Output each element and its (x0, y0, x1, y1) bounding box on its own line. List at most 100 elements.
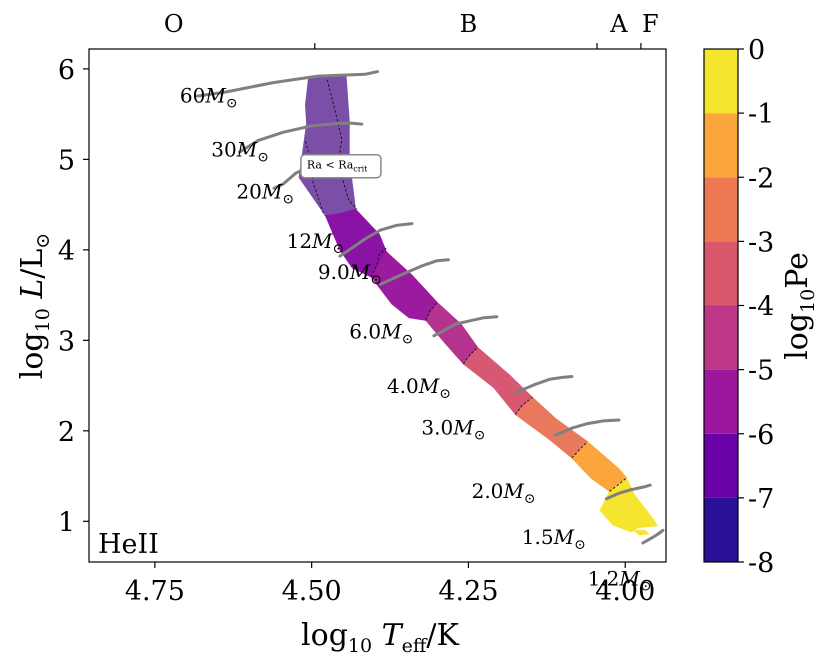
colorbar-tick-label-5: -5 (748, 356, 774, 387)
track-4 (379, 258, 450, 286)
mass-label-9: 1.5M⊙ (522, 525, 586, 553)
colorbar-band-2 (704, 369, 738, 434)
mass-label-sun: ⊙ (574, 537, 586, 553)
y-tick-label-4: 5 (58, 145, 75, 176)
rayleigh-annotation-box (300, 153, 382, 179)
mass-label-symbol: M (236, 138, 258, 162)
track-3 (338, 222, 414, 258)
contour-line-5 (515, 396, 533, 415)
mass-label-value: 1.5 (522, 525, 554, 549)
x-axis-ticks: 4.75 4.50 4.25 4.00 (125, 562, 655, 607)
x-tick-label-1: 4.50 (282, 576, 342, 607)
contour-line-6 (571, 441, 588, 459)
rayleigh-annotation-sub: crit (353, 165, 368, 174)
mass-label-symbol: M (261, 179, 283, 203)
mass-label-6: 4.0M⊙ (387, 374, 451, 402)
mass-label-value: 2.0 (472, 479, 504, 503)
mass-label-symbol: M (502, 479, 524, 503)
rayleigh-annotation: Ra < Racrit (300, 153, 382, 179)
mass-label-10: 1.2M⊙ (588, 567, 652, 595)
mass-label-5: 6.0M⊙ (349, 320, 413, 348)
mass-label-3: 12M⊙ (287, 229, 345, 257)
mass-label-value: 12 (287, 229, 312, 253)
x-axis-label: log10 Teff/K (301, 618, 459, 657)
track-9 (641, 528, 665, 545)
y-tick-label-5: 6 (58, 55, 75, 86)
mass-label-0: 60M⊙ (180, 83, 238, 111)
contour-line-7 (609, 477, 627, 492)
track-8 (604, 483, 652, 501)
track-7 (553, 418, 621, 437)
spectral-class-A: A (609, 10, 628, 38)
mass-label-symbol: M (418, 374, 440, 398)
rayleigh-annotation-main: Ra < Ra (307, 159, 354, 172)
x-tick-label-2: 4.25 (438, 576, 498, 607)
y-tick-label-1: 2 (58, 417, 75, 448)
mass-label-symbol: M (311, 229, 333, 253)
colorbar-tick-label-1: -1 (748, 99, 774, 130)
colorbar-tick-label-4: -4 (748, 292, 774, 323)
spectral-class-B: B (460, 10, 478, 38)
evolutionary-tracks (196, 70, 665, 545)
mass-label-symbol: M (553, 525, 575, 549)
ion-label: HeII (98, 529, 159, 560)
mass-label-2: 20M⊙ (236, 179, 294, 207)
mass-label-value: 3.0 (421, 415, 453, 439)
mass-label-sun: ⊙ (282, 191, 294, 207)
colorbar-band-1 (704, 433, 738, 498)
track-6 (514, 375, 574, 395)
contour-line-0 (326, 79, 358, 210)
mass-label-1: 30M⊙ (211, 138, 269, 166)
mass-label-value: 60 (180, 83, 205, 107)
colorbar-band-3 (704, 305, 738, 370)
region-segment-7 (599, 477, 658, 533)
mass-label-symbol: M (380, 320, 402, 344)
colorbar (703, 48, 739, 563)
mass-label-sun: ⊙ (226, 95, 238, 111)
x-tick-label-0: 4.75 (125, 576, 185, 607)
contour-line-4 (463, 347, 479, 365)
mass-label-symbol: M (349, 260, 371, 284)
colorbar-tick-label-3: -3 (748, 227, 774, 258)
mass-label-value: 4.0 (387, 374, 419, 398)
colorbar-band-4 (704, 241, 738, 306)
mass-label-symbol: M (618, 567, 640, 591)
colorbar-tick-label-6: -6 (748, 420, 774, 451)
contour-line-3 (425, 302, 438, 321)
mass-label-value: 30 (211, 138, 236, 162)
mass-label-7: 3.0M⊙ (421, 415, 485, 443)
y-axis-ticks: 1 2 3 4 5 6 (58, 55, 89, 538)
track-1 (238, 121, 364, 154)
y-axis-label: log10 L/L⊙ (15, 233, 54, 379)
colorbar-band-0 (704, 497, 738, 562)
mass-label-symbol: M (452, 415, 474, 439)
colorbar-band-7 (704, 49, 738, 114)
mass-label-value: 20 (236, 179, 261, 203)
mass-label-sun: ⊙ (370, 272, 382, 288)
colorbar-tick-label-2: -2 (748, 163, 774, 194)
mass-label-8: 2.0M⊙ (472, 479, 536, 507)
region-segment-8 (634, 529, 650, 536)
colorbar-ticks: 0 -1 -2 -3 -4 -5 -6 -7 -8 (738, 35, 774, 579)
contour-lines (304, 79, 627, 492)
mass-label-sun: ⊙ (439, 386, 451, 402)
spectral-class-F: F (642, 10, 659, 38)
colorbar-tick-label-0: 0 (748, 35, 765, 66)
rayleigh-annotation-text: Ra < Racrit (307, 159, 368, 174)
mass-label-sun: ⊙ (257, 150, 269, 166)
colorbar-band-5 (704, 177, 738, 242)
mass-label-sun: ⊙ (524, 491, 536, 507)
contour-line-2 (370, 247, 387, 278)
mass-label-symbol: M (204, 83, 226, 107)
mass-labels: 60M⊙30M⊙20M⊙12M⊙9.0M⊙6.0M⊙4.0M⊙3.0M⊙2.0M… (180, 83, 652, 594)
plot-area (89, 49, 666, 562)
x-tick-label-3: 4.00 (595, 576, 655, 607)
y-tick-label-0: 1 (58, 507, 75, 538)
mass-label-sun: ⊙ (402, 332, 414, 348)
mass-label-value: 1.2 (588, 567, 620, 591)
mass-label-value: 6.0 (349, 320, 381, 344)
colorbar-tick-label-8: -8 (748, 548, 774, 579)
y-tick-label-3: 4 (58, 236, 75, 267)
